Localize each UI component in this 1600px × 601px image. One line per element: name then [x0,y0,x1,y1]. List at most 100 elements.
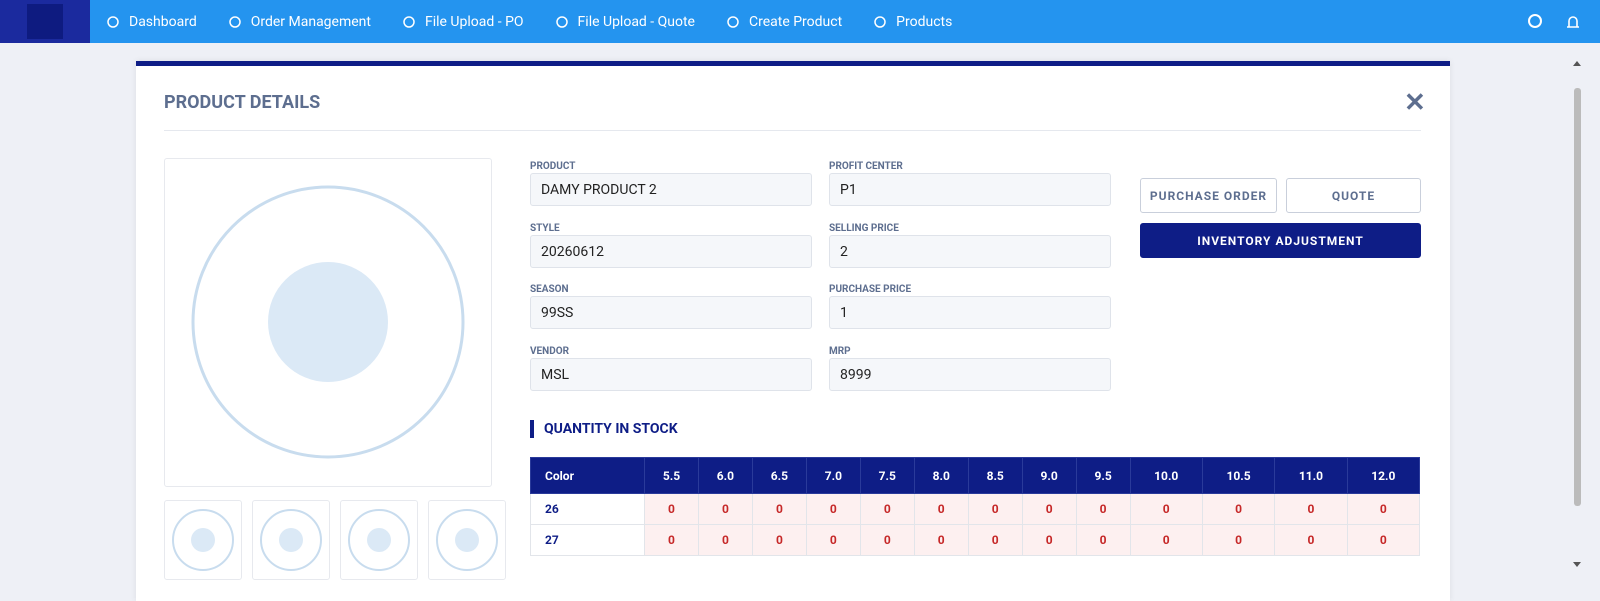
image-art [191,185,465,459]
nav-item[interactable]: Create Product [726,14,842,30]
stock-row: 27 0 0 0 0 0 0 0 0 0 0 0 0 0 [530,524,1421,556]
quantity-cell: 0 [1274,524,1348,556]
modal-title: PRODUCT DETAILS [164,92,321,113]
header-cell: 6.0 [697,457,753,494]
quantity-cell: 0 [967,493,1023,525]
header-cell: 9.0 [1021,457,1077,494]
nav-item[interactable]: Order Management [228,14,371,30]
field-input[interactable]: MSL [530,357,812,391]
field-label: VENDOR [530,345,570,357]
field-label: PROFIT CENTER [829,161,903,172]
nav-label: Create Product [748,13,843,30]
quantity-cell: 0 [1201,493,1276,525]
nav-icon [555,15,568,28]
action-button[interactable]: PURCHASE ORDER [1140,178,1277,213]
stock-row: 26 0 0 0 0 0 0 0 0 0 0 0 0 0 [530,493,1421,525]
field-label: MRP [829,345,851,357]
header-cell: 7.5 [859,457,915,494]
header-cell: 6.5 [751,457,807,494]
quantity-cell: 0 [644,524,699,556]
header-cell: Color [530,457,645,494]
header-row: Color 5.5 6.0 6.5 7.0 7.5 8.0 8.5 9.0 9.5 10.0 10.5… [530,457,1421,494]
header-cell: 10.0 [1129,457,1203,494]
nav-items: Dashboard Order Management File Upload - P… [106,0,952,43]
quantity-cell: 0 [1129,524,1203,556]
header-cell: 10.5 [1201,457,1276,494]
nav-label: Products [896,13,953,30]
divider [164,130,1421,131]
stock-table: Color 5.5 6.0 6.5 7.0 7.5 8.0 8.5 9.0 9.5 10.0 10.5… [530,457,1421,556]
field-input[interactable]: 8999 [829,357,1111,391]
nav-label: Order Management [250,13,371,30]
thumbnail [164,500,242,580]
quantity-cell: 0 [751,493,807,525]
nav-item[interactable]: File Upload - PO [402,14,524,30]
header-cell: 12.0 [1346,457,1421,494]
quantity-cell: 0 [1201,524,1276,556]
color-cell: 26 [530,493,645,525]
action-button[interactable]: INVENTORY ADJUSTMENT [1140,223,1421,258]
quantity-cell: 0 [1129,493,1203,525]
scrollbar [1573,61,1581,567]
field-label: SEASON [530,284,569,295]
settings-icon[interactable] [1528,14,1542,28]
table-body: 26 0 0 0 0 0 0 0 0 0 0 0 0 0 27 0 0 0 0 0 0 0 0 0 0 0 0 0 [530,493,1421,556]
quantity-cell: 0 [697,493,753,525]
quantity-cell: 0 [859,493,915,525]
field-input[interactable]: 99SS [530,296,812,329]
field-input[interactable]: 20260612 [530,234,812,268]
nav-item[interactable]: Dashboard [106,14,197,30]
quantity-cell: 0 [1021,493,1077,525]
quantity-cell: 0 [1346,524,1421,556]
field-label: STYLE [530,222,560,234]
top-nav: Dashboard Order Management File Upload - P… [0,0,1600,43]
quantity-cell: 0 [697,524,753,556]
nav-item[interactable]: File Upload - Quote [555,14,695,30]
field-input[interactable]: 2 [829,234,1111,268]
nav-label: File Upload - Quote [577,13,695,30]
nav-icon [228,15,241,28]
nav-label: File Upload - PO [424,13,524,30]
thumbnail [252,500,330,580]
field-label: PRODUCT [530,161,576,172]
section-title: QUANTITY IN STOCK [530,420,678,438]
quantity-cell: 0 [1075,524,1131,556]
nav-item[interactable]: Products [873,14,952,30]
quantity-cell: 0 [1346,493,1421,525]
quantity-cell: 0 [751,524,807,556]
product-image [164,158,492,487]
field-input[interactable]: 1 [829,296,1111,329]
header-cell: 8.0 [913,457,969,494]
action-button[interactable]: QUOTE [1286,178,1421,213]
field-label: SELLING PRICE [829,222,899,234]
nav-icon [107,15,119,28]
nav-icon [727,15,739,28]
field-label: PURCHASE PRICE [829,284,912,295]
quantity-cell: 0 [805,493,861,525]
close-button[interactable]: ✕ [1404,88,1426,118]
header-cell: 7.0 [805,457,861,494]
quantity-cell: 0 [1021,524,1077,556]
quantity-cell: 0 [644,493,699,525]
field-input[interactable]: P1 [829,173,1111,206]
logo-mark [27,4,63,39]
nav-label: Dashboard [129,13,197,30]
nav-icons [1528,14,1579,28]
thumb-art [172,509,234,571]
quantity-cell: 0 [913,524,969,556]
thumbnail [340,500,418,580]
thumb-art [436,509,498,571]
thumb-art [348,509,410,571]
header-cell: 5.5 [644,457,699,494]
field-input[interactable]: DAMY PRODUCT 2 [530,173,812,206]
color-cell: 27 [530,524,645,556]
quantity-cell: 0 [913,493,969,525]
quantity-cell: 0 [805,524,861,556]
logo[interactable] [0,0,90,43]
header-cell: 9.5 [1075,457,1131,494]
quantity-cell: 0 [967,524,1023,556]
bell-icon[interactable] [1567,16,1579,28]
header-cell: 8.5 [967,457,1023,494]
